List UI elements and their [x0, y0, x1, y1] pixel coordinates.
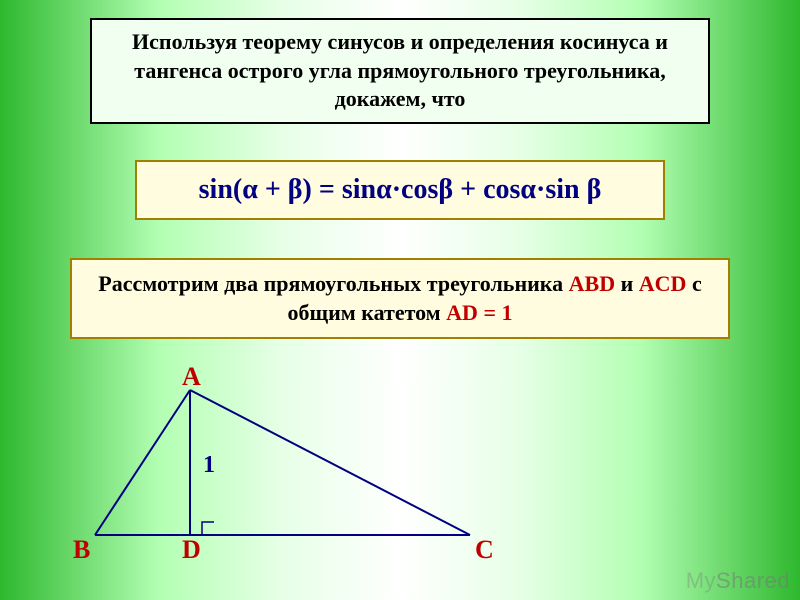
vertex-label-b: B — [73, 535, 90, 565]
consider-mid1: и — [615, 271, 639, 296]
watermark-prefix: My — [686, 568, 716, 593]
consider-prefix: Рассмотрим два прямоугольных треугольник… — [98, 271, 568, 296]
formula-box: sin(α + β) = sinα·cosβ + cosα·sin β — [135, 160, 665, 220]
triangle-abd: ABD — [569, 271, 615, 296]
formula-text: sin(α + β) = sinα·cosβ + cosα·sin β — [199, 174, 602, 205]
theorem-intro-text: Используя теорему синусов и определения … — [132, 29, 668, 111]
vertex-label-a: A — [182, 362, 201, 392]
altitude-label: 1 — [203, 452, 215, 479]
consider-box: Рассмотрим два прямоугольных треугольник… — [70, 258, 730, 339]
watermark-rest: Shared — [716, 568, 790, 593]
vertex-label-c: C — [475, 535, 494, 565]
triangle-diagram: ABDC 1 — [85, 360, 635, 560]
triangle-acd: ACD — [639, 271, 687, 296]
vertex-label-d: D — [182, 535, 201, 565]
segment-ad: AD = 1 — [446, 300, 512, 325]
theorem-intro-box: Используя теорему синусов и определения … — [90, 18, 710, 124]
watermark: MyShared — [686, 568, 790, 594]
triangle-svg — [85, 360, 635, 560]
